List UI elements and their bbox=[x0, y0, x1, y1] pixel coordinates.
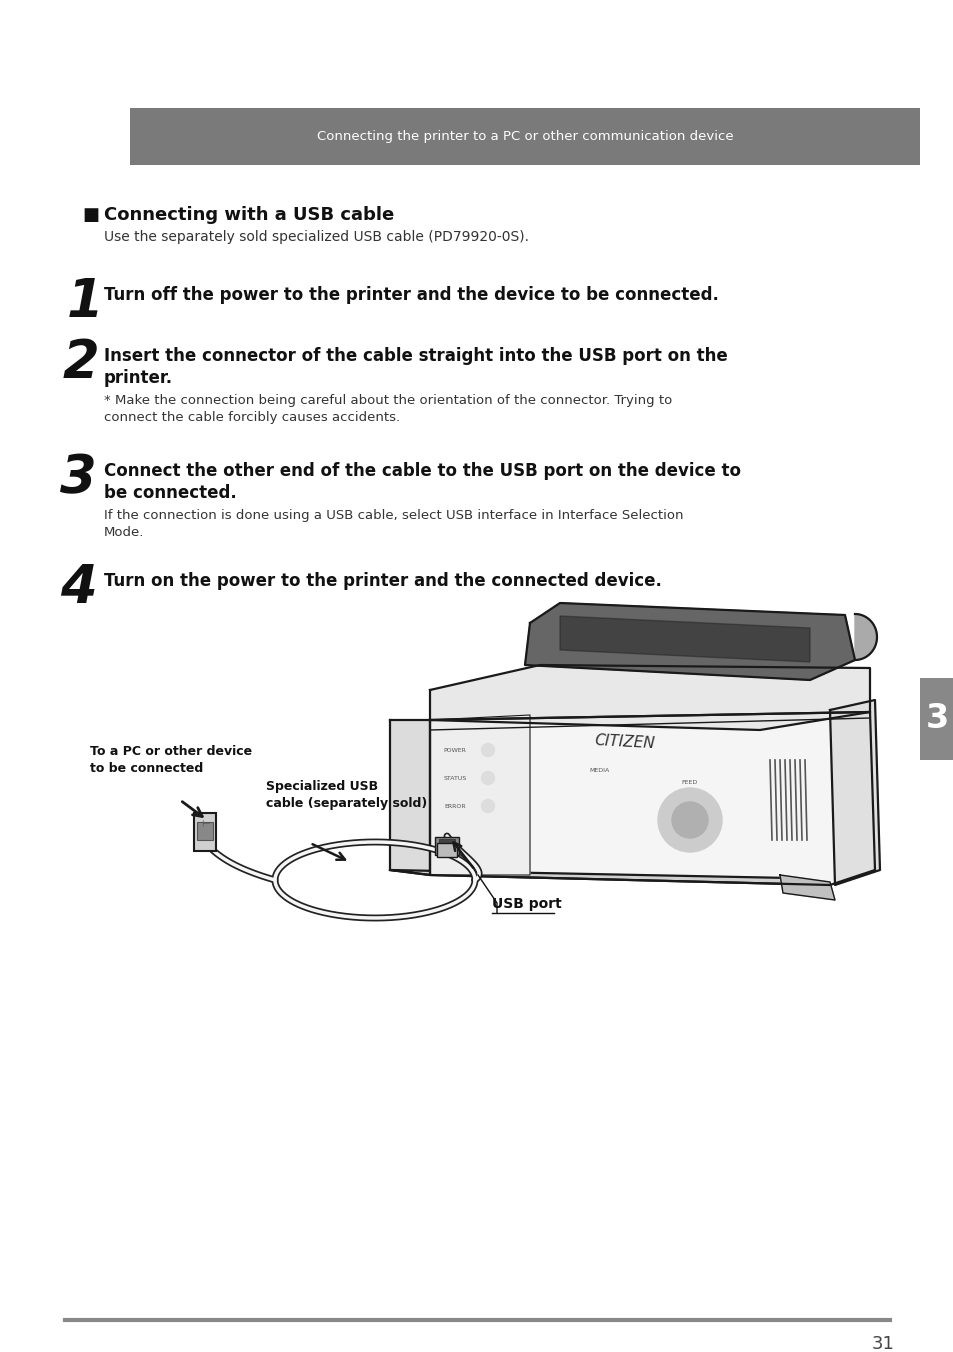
Text: Connecting with a USB cable: Connecting with a USB cable bbox=[104, 206, 394, 224]
Bar bbox=[436, 844, 456, 857]
Polygon shape bbox=[390, 721, 430, 875]
Text: CITIZEN: CITIZEN bbox=[594, 733, 655, 752]
Circle shape bbox=[481, 772, 494, 784]
Bar bbox=[435, 837, 458, 854]
Text: Connect the other end of the cable to the USB port on the device to: Connect the other end of the cable to th… bbox=[104, 462, 740, 480]
Bar bbox=[130, 108, 919, 165]
Text: be connected.: be connected. bbox=[104, 484, 236, 502]
Text: ■: ■ bbox=[82, 206, 99, 224]
Bar bbox=[193, 813, 215, 850]
Text: ⊢: ⊢ bbox=[200, 819, 209, 829]
Text: Turn off the power to the printer and the device to be connected.: Turn off the power to the printer and th… bbox=[104, 287, 719, 304]
Circle shape bbox=[481, 744, 494, 757]
Text: Turn on the power to the printer and the connected device.: Turn on the power to the printer and the… bbox=[104, 572, 661, 589]
Circle shape bbox=[671, 802, 707, 838]
Text: * Make the connection being careful about the orientation of the connector. Tryi: * Make the connection being careful abou… bbox=[104, 393, 672, 425]
Text: USB port: USB port bbox=[492, 896, 561, 911]
Polygon shape bbox=[390, 869, 829, 886]
Circle shape bbox=[658, 788, 721, 852]
Bar bbox=[196, 822, 213, 840]
Text: 3: 3 bbox=[924, 703, 947, 735]
Polygon shape bbox=[524, 603, 854, 680]
Text: printer.: printer. bbox=[104, 369, 172, 387]
Text: ERROR: ERROR bbox=[444, 803, 465, 808]
Text: MEDIA: MEDIA bbox=[589, 768, 610, 772]
Text: 3: 3 bbox=[60, 452, 96, 504]
Polygon shape bbox=[430, 713, 874, 886]
Circle shape bbox=[481, 799, 494, 813]
Polygon shape bbox=[430, 715, 530, 875]
Polygon shape bbox=[430, 665, 869, 730]
Text: Specialized USB
cable (separately sold): Specialized USB cable (separately sold) bbox=[266, 780, 427, 810]
Text: Insert the connector of the cable straight into the USB port on the: Insert the connector of the cable straig… bbox=[104, 347, 727, 365]
Text: 1: 1 bbox=[67, 276, 104, 329]
Text: Use the separately sold specialized USB cable (PD79920-0S).: Use the separately sold specialized USB … bbox=[104, 230, 529, 243]
Text: Connecting the printer to a PC or other communication device: Connecting the printer to a PC or other … bbox=[316, 130, 733, 143]
Bar bbox=[919, 677, 953, 760]
Polygon shape bbox=[780, 875, 834, 900]
Text: 31: 31 bbox=[871, 1334, 894, 1352]
Polygon shape bbox=[559, 617, 809, 662]
Text: STATUS: STATUS bbox=[443, 776, 466, 780]
Bar bbox=[438, 840, 455, 850]
Text: 2: 2 bbox=[63, 337, 100, 389]
Polygon shape bbox=[854, 614, 876, 660]
Text: POWER: POWER bbox=[443, 748, 466, 753]
Text: To a PC or other device
to be connected: To a PC or other device to be connected bbox=[90, 745, 252, 775]
Text: FEED: FEED bbox=[681, 780, 698, 784]
Text: If the connection is done using a USB cable, select USB interface in Interface S: If the connection is done using a USB ca… bbox=[104, 508, 682, 539]
Text: 4: 4 bbox=[60, 562, 96, 614]
Polygon shape bbox=[829, 700, 879, 886]
